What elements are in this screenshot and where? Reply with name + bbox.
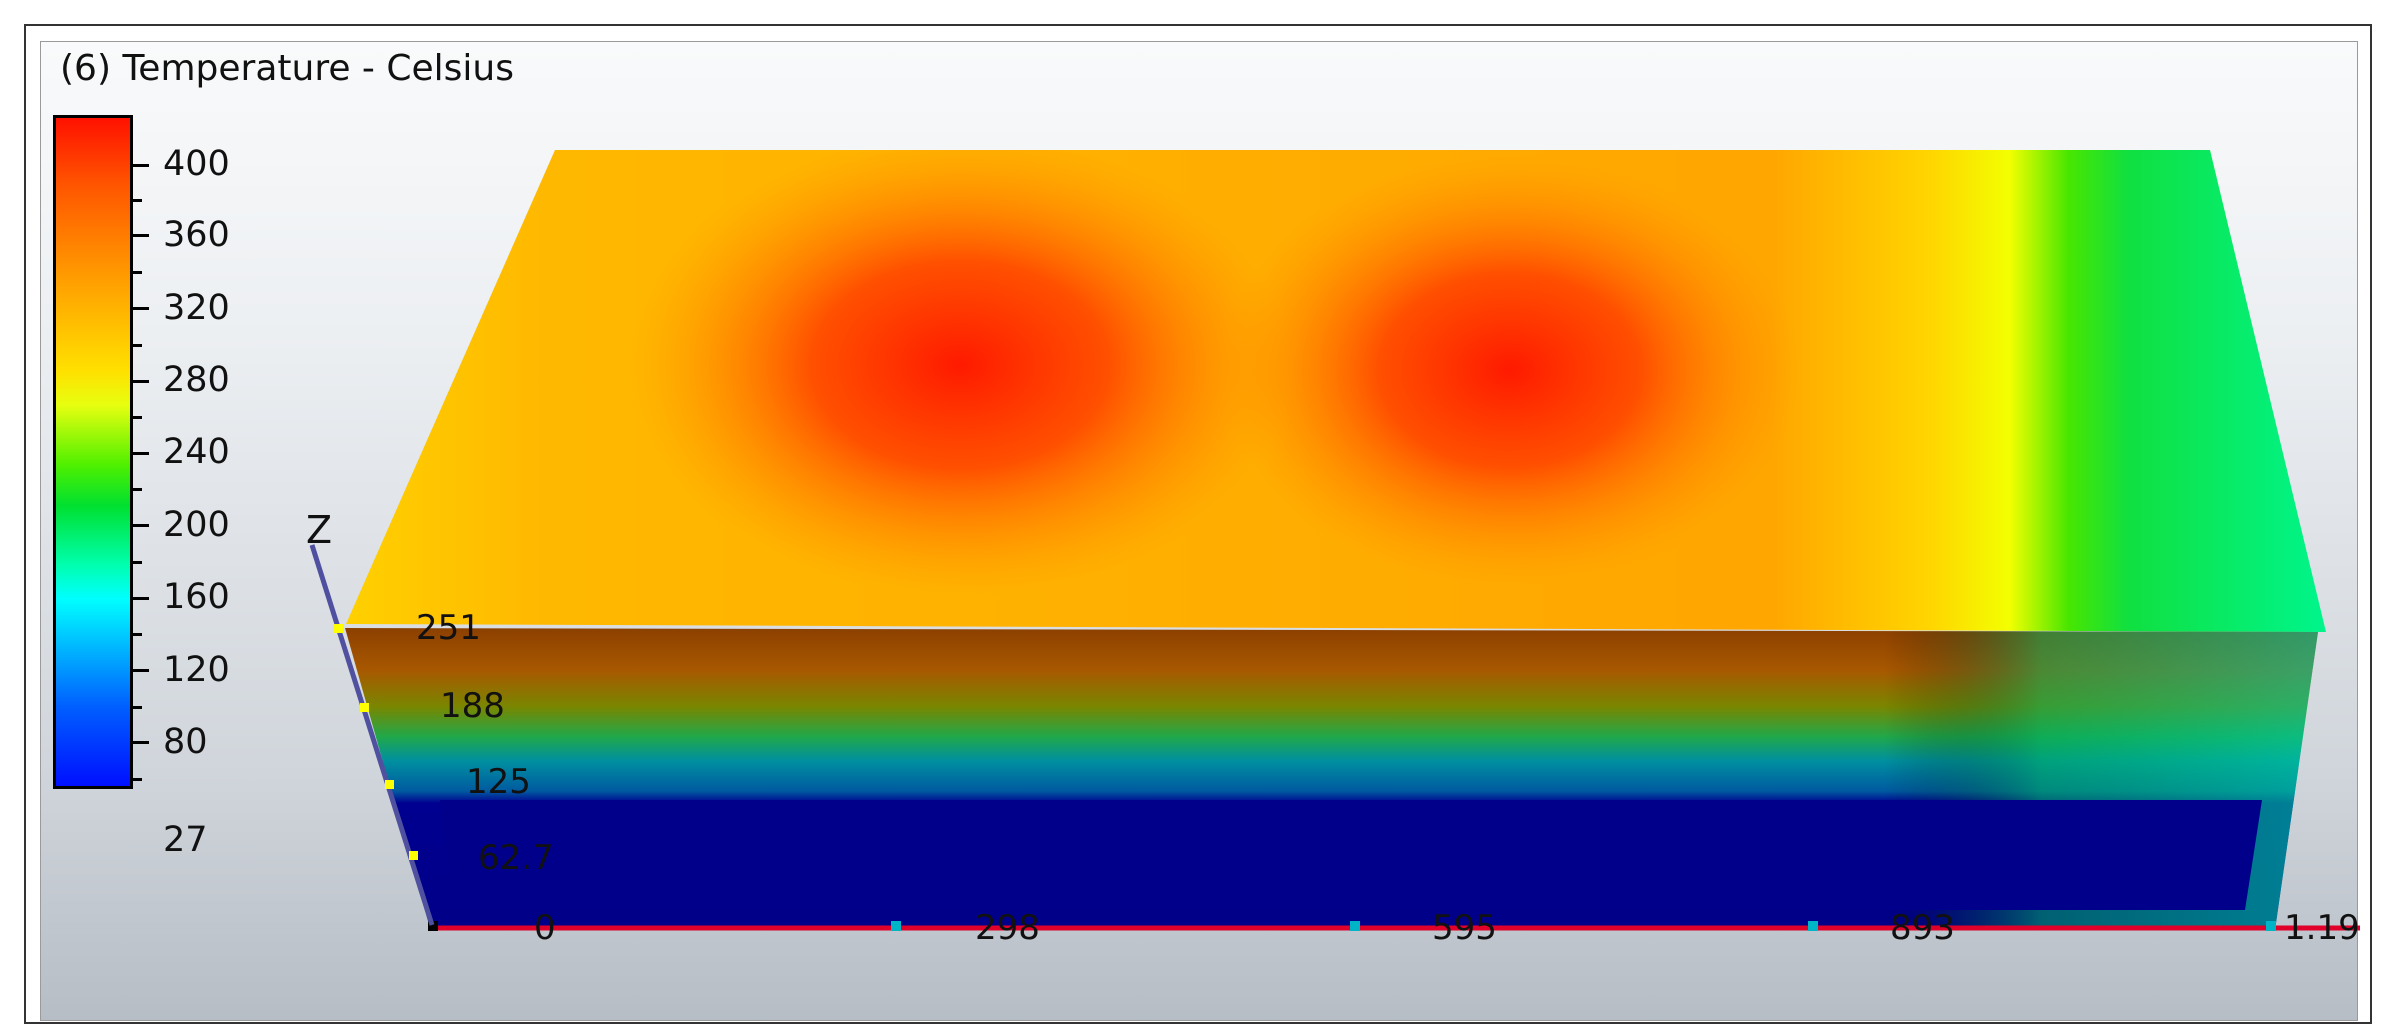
x-tick-marker (1350, 921, 1360, 931)
colorbar-label-280: 280 (163, 360, 230, 400)
z-axis-line (309, 544, 435, 926)
colorbar-label-160: 160 (163, 577, 230, 617)
colorbar-label-200: 200 (163, 505, 230, 545)
z-tick-marker (385, 780, 394, 789)
z-tick-label-125: 125 (466, 762, 531, 802)
x-tick-label-298: 298 (975, 908, 1040, 948)
z-tick-label-251: 251 (416, 608, 481, 648)
z-tick-marker (409, 851, 418, 860)
x-axis-origin-marker (428, 921, 438, 931)
z-tick-label-188: 188 (440, 686, 505, 726)
x-tick-label-1-19: 1.19 (2284, 908, 2360, 948)
block-top-face (346, 150, 2326, 632)
legend-title: (6) Temperature - Celsius (60, 48, 514, 89)
x-tick-marker (2266, 921, 2276, 931)
z-axis-title: Z (306, 508, 333, 552)
block-front-face (345, 628, 2318, 930)
z-tick-marker (334, 624, 343, 633)
z-tick-marker (360, 703, 369, 712)
temperature-colorbar (53, 115, 133, 789)
colorbar-label-320: 320 (163, 288, 230, 328)
colorbar-label-27: 27 (163, 820, 208, 860)
x-tick-label-893: 893 (1890, 908, 1955, 948)
x-tick-label-0: 0 (534, 908, 556, 948)
x-tick-marker (891, 921, 901, 931)
colorbar-label-360: 360 (163, 215, 230, 255)
x-tick-label-595: 595 (1432, 908, 1497, 948)
x-tick-marker (1808, 921, 1818, 931)
colorbar-label-80: 80 (163, 722, 208, 762)
colorbar-label-400: 400 (163, 144, 230, 184)
colorbar-label-120: 120 (163, 650, 230, 690)
z-tick-label-62-7: 62.7 (478, 838, 554, 878)
colorbar-label-240: 240 (163, 432, 230, 472)
